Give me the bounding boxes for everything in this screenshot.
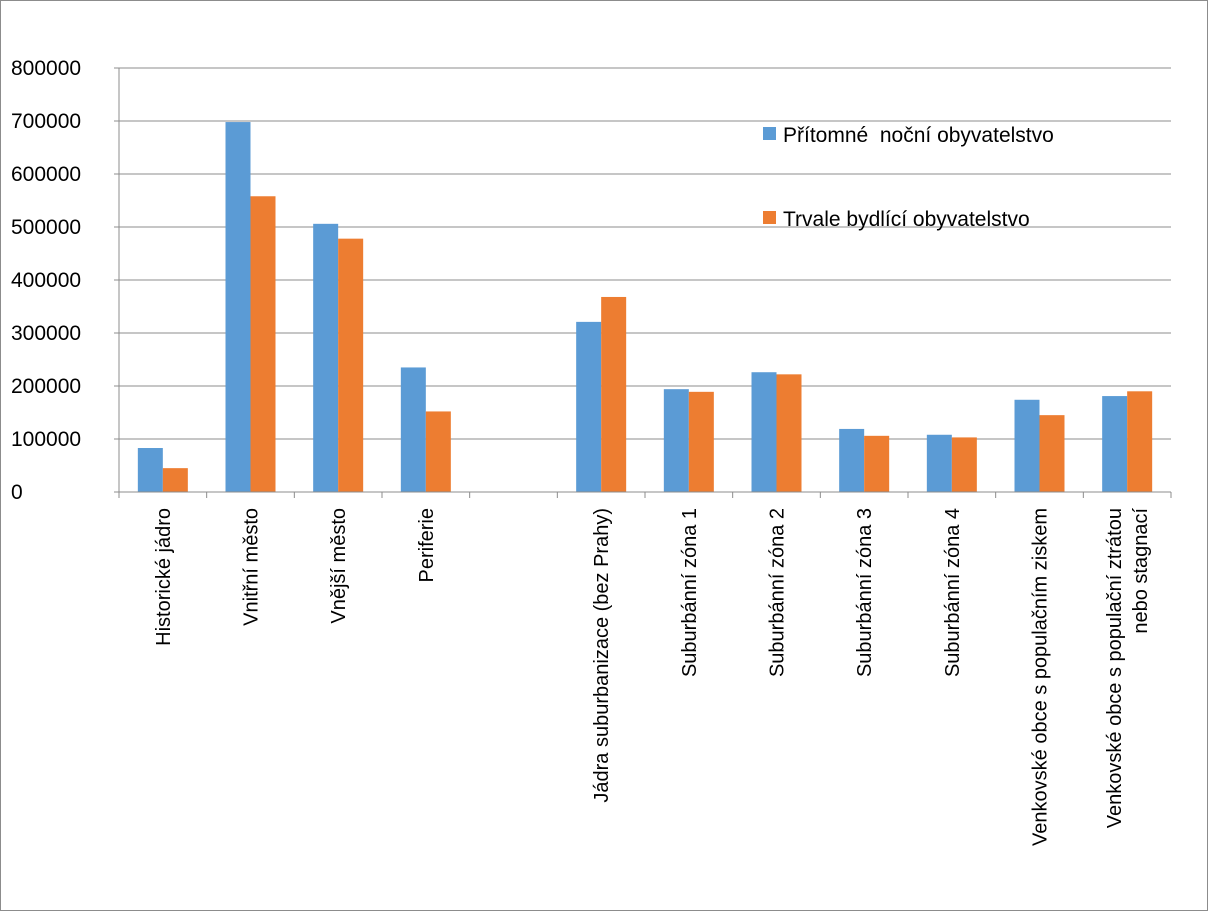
bar-series-2-7	[776, 374, 802, 492]
bar-series-1-6	[663, 389, 689, 492]
legend-swatch-series-1	[763, 127, 776, 140]
bar-series-1-8	[839, 428, 865, 492]
bar-series-2-11	[1127, 391, 1153, 492]
y-tick-label: 0	[11, 481, 23, 504]
bar-series-1-3	[400, 367, 426, 492]
bar-series-2-8	[864, 435, 890, 492]
bar-series-2-10	[1039, 415, 1065, 492]
x-category-label: Historické jádro	[153, 508, 175, 646]
bar-series-2-5	[601, 296, 627, 492]
y-tick-label: 500000	[11, 216, 81, 239]
y-tick-label: 300000	[11, 322, 81, 345]
y-axis-tick-labels: 0 100000 200000 300000 400000 500000 600000 700…	[11, 57, 81, 504]
y-tick-label: 200000	[11, 375, 81, 398]
bar-series-2-6	[688, 391, 714, 492]
x-category-label: Vnější město	[328, 508, 350, 624]
legend-label-series-1: Přítomné noční obyvatelstvo	[783, 124, 1054, 147]
x-category-label: Suburbánní zóna 3	[854, 508, 876, 677]
y-tick-label: 800000	[11, 57, 81, 80]
y-tick-label: 400000	[11, 269, 81, 292]
y-tick-label: 700000	[11, 110, 81, 133]
bar-series-1-11	[1102, 396, 1128, 492]
x-category-label: Vnitřní město	[241, 508, 263, 626]
bar-series-2-0	[162, 468, 188, 492]
x-category-label: Suburbánní zóna 4	[942, 508, 964, 677]
axes	[114, 67, 1172, 498]
bar-series-2-9	[951, 437, 977, 492]
bar-series-1-1	[225, 122, 251, 492]
bar-series-1-5	[576, 321, 602, 492]
x-category-label: Venkovské obce s populačním ziskem	[1030, 508, 1052, 846]
x-category-label: nebo stagnací	[1130, 508, 1152, 634]
bar-series-1-10	[1014, 399, 1040, 492]
y-tick-label: 600000	[11, 163, 81, 186]
legend-label-series-2: Trvale bydlící obyvatelstvo	[783, 208, 1030, 231]
bar-series-2-3	[425, 411, 451, 492]
legend: Přítomné noční obyvatelstvo Trvale bydlíc…	[763, 124, 1054, 231]
bar-series-1-2	[313, 223, 339, 492]
bar-series-2-1	[250, 196, 276, 492]
legend-swatch-series-2	[763, 211, 776, 224]
x-axis-category-labels: Historické jádro Vnitřní město Vnější měst…	[153, 508, 1152, 846]
y-tick-label: 100000	[11, 428, 81, 451]
x-category-label: Venkovské obce s populační ztrátou	[1104, 508, 1126, 828]
bar-series-1-9	[926, 434, 952, 492]
bar-series-1-7	[751, 372, 777, 492]
x-category-label: Suburbánní zóna 1	[679, 508, 701, 677]
bar-series-2-2	[338, 238, 364, 492]
x-category-label: Jádra suburbanizace (bez Prahy)	[591, 508, 613, 803]
x-category-label: Periferie	[416, 508, 438, 582]
x-category-label: Suburbánní zóna 2	[767, 508, 789, 677]
gridlines	[119, 67, 1171, 440]
bars	[137, 122, 1153, 492]
bar-series-1-0	[137, 448, 163, 492]
